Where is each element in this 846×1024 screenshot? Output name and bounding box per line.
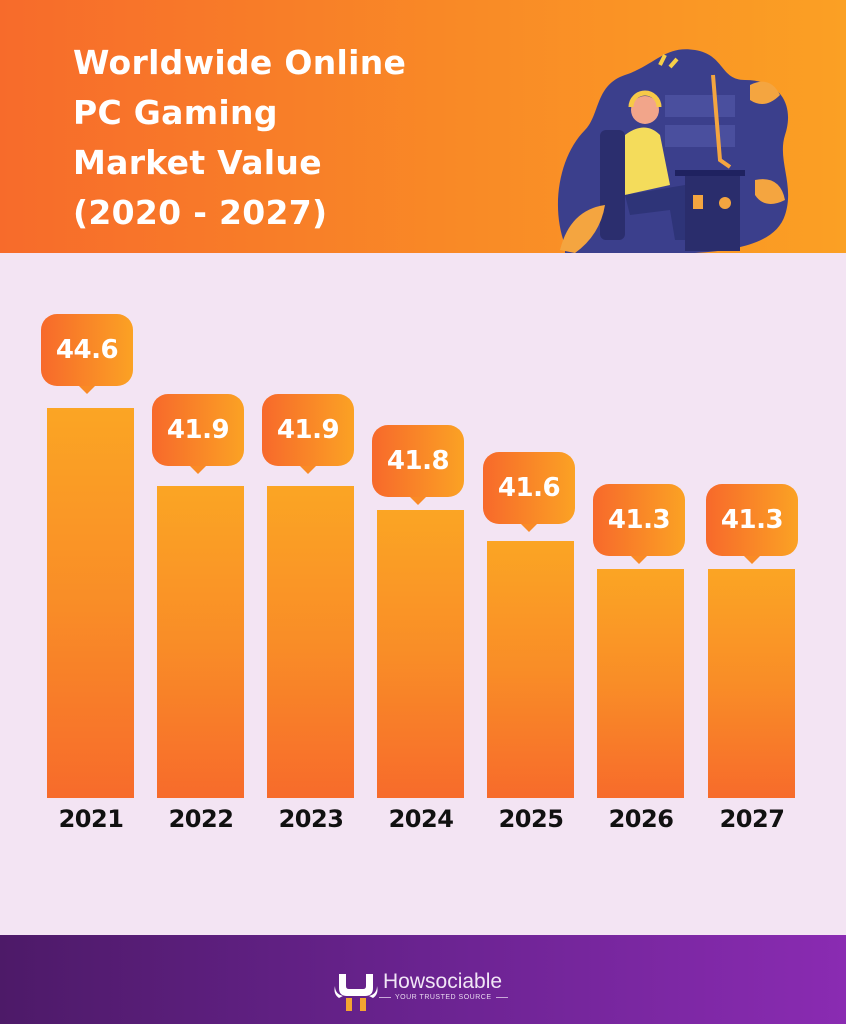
bar-chart: 44.6 2021 41.9 2022 41.9 2023 41.8 2024 …	[0, 253, 846, 935]
chart-title: Worldwide Online PC Gaming Market Value …	[73, 38, 543, 238]
x-label-2023: 2023	[278, 805, 344, 833]
footer-banner: Howsociable YOUR TRUSTED SOURCE	[0, 935, 846, 1024]
title-line-4: (2020 - 2027)	[73, 193, 328, 232]
x-label-2022: 2022	[168, 805, 234, 833]
bar-2027	[708, 569, 795, 798]
header-banner: Worldwide Online PC Gaming Market Value …	[0, 0, 846, 253]
bar-2023	[267, 486, 354, 798]
value-bubble-2024: 41.8	[372, 425, 464, 505]
value-bubble-2026: 41.3	[593, 484, 685, 564]
x-label-2021: 2021	[58, 805, 124, 833]
bar-2024	[377, 510, 464, 798]
value-bubble-2027: 41.3	[706, 484, 798, 564]
value-bubble-2021: 44.6	[41, 314, 133, 394]
howsociable-logo-icon	[334, 974, 378, 1011]
x-label-2027: 2027	[719, 805, 785, 833]
title-line-2: PC Gaming	[73, 93, 278, 132]
bar-2022	[157, 486, 244, 798]
brand-logo: Howsociable YOUR TRUSTED SOURCE	[333, 970, 513, 1012]
value-bubble-2023: 41.9	[262, 394, 354, 474]
value-bubble-2025: 41.6	[483, 452, 575, 532]
title-line-3: Market Value	[73, 143, 322, 182]
title-line-1: Worldwide Online	[73, 43, 407, 82]
value-bubble-2022: 41.9	[152, 394, 244, 474]
x-label-2026: 2026	[608, 805, 674, 833]
bar-2021	[47, 408, 134, 798]
x-label-2025: 2025	[498, 805, 564, 833]
brand-tagline: YOUR TRUSTED SOURCE	[375, 994, 512, 1001]
brand-name: Howsociable	[383, 970, 503, 993]
gamer-at-desktop-illustration-icon	[557, 49, 789, 253]
x-label-2024: 2024	[388, 805, 454, 833]
bar-2026	[597, 569, 684, 798]
bar-2025	[487, 541, 574, 798]
